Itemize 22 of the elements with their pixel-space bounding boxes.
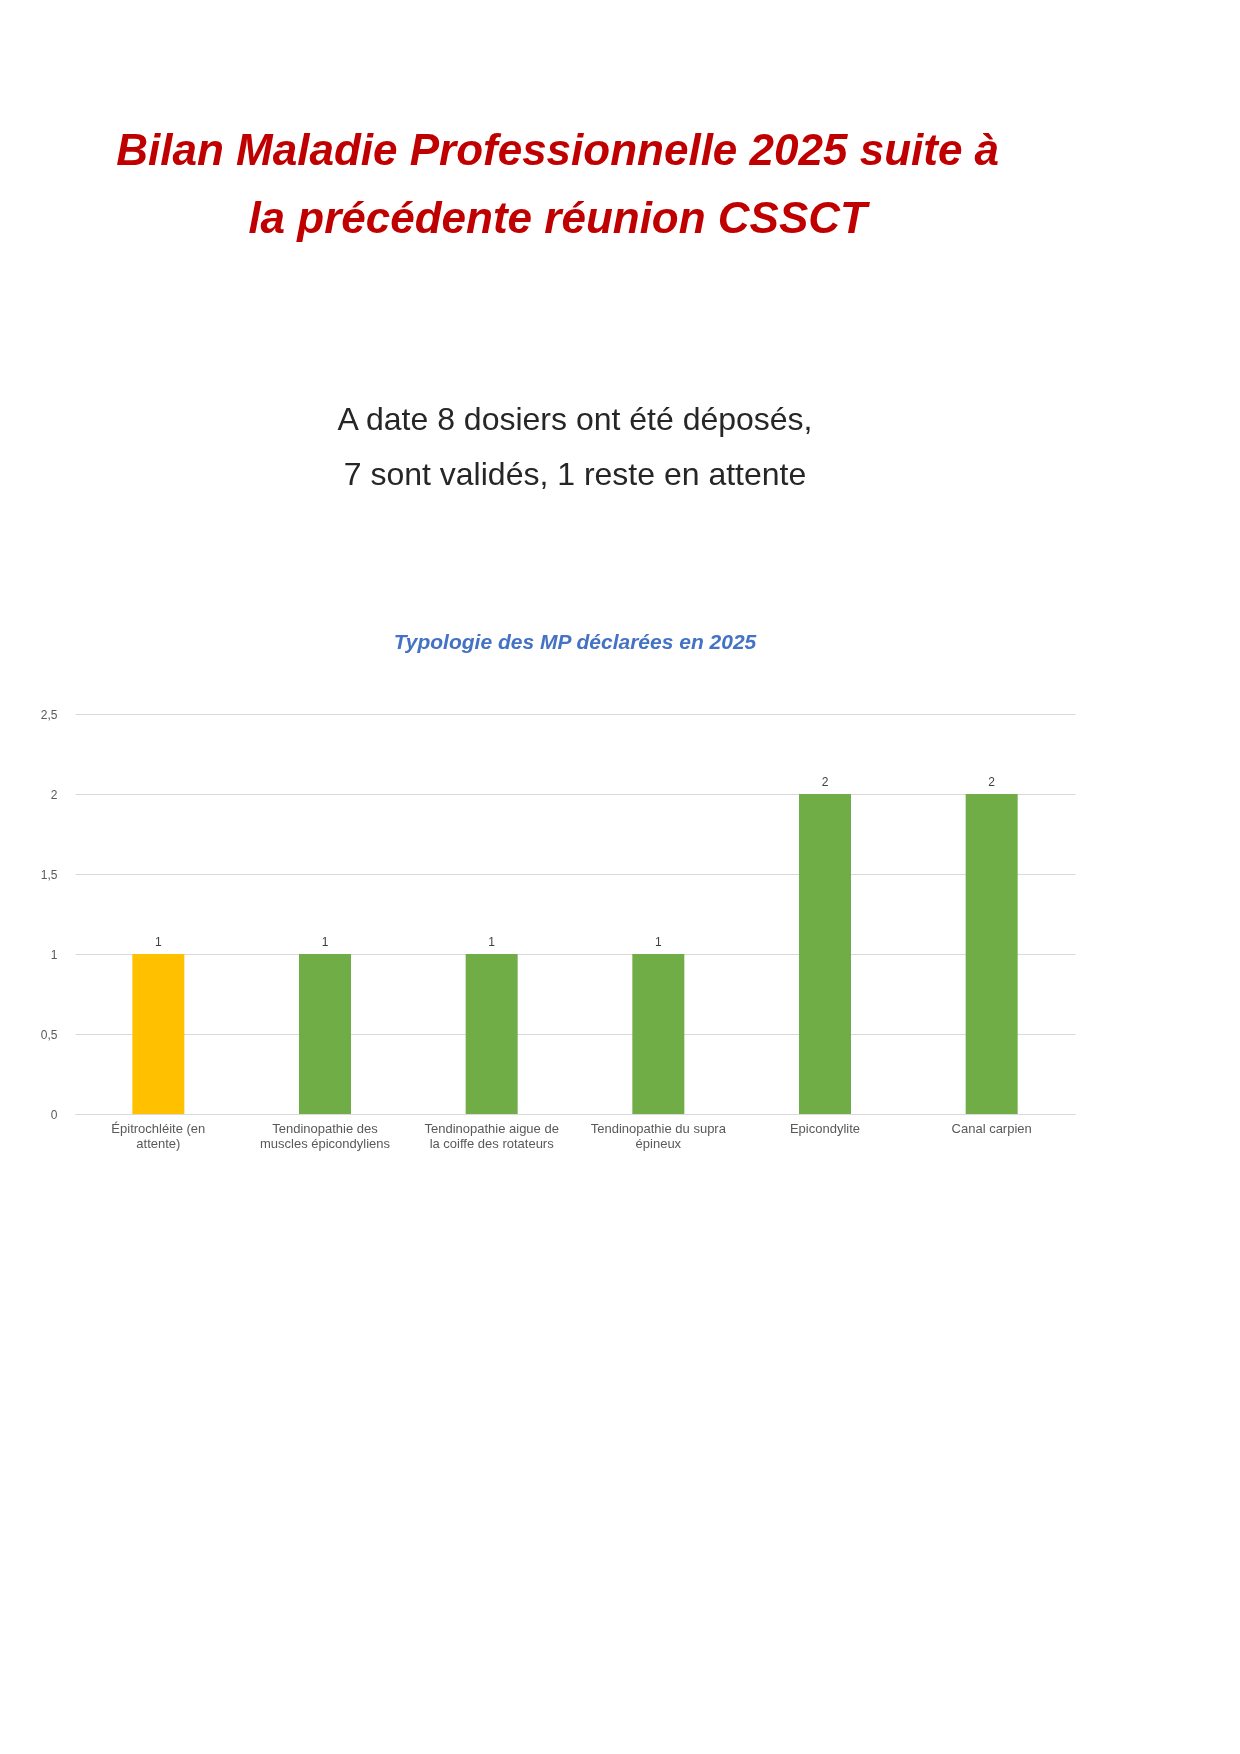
data-label: 1 [654, 935, 662, 949]
y-tick-label: 1,5 [40, 867, 58, 882]
data-label: 1 [154, 935, 162, 949]
y-tick-label: 2,5 [40, 707, 58, 722]
chart-title: Bilan Maladie Professionnelle 2025 suite à la précédente réunion CSSCT [116, 125, 1000, 242]
x-tick-label: Epicondylite [789, 1120, 861, 1136]
y-tick-label: 2 [50, 787, 58, 802]
chart-subtitle: Typologie des MP déclarées en 2025 [393, 630, 757, 653]
data-label: 2 [821, 775, 829, 789]
text: A date 8 dosiers ont été déposés, [337, 400, 813, 437]
x-tick-label: Tendinopathie des muscles épicondyliens [259, 1120, 391, 1151]
data-label: 1 [488, 935, 496, 949]
y-tick-label: 0 [50, 1107, 58, 1122]
y-tick-label: 0,5 [40, 1027, 58, 1042]
y-tick-label: 1 [50, 947, 58, 962]
x-tick-label: Canal carpien [951, 1120, 1032, 1136]
data-label: 1 [321, 935, 329, 949]
x-tick-label: Épitrochléite (en attente) [111, 1120, 206, 1151]
text: 7 sont validés, 1 reste en attente [343, 455, 807, 492]
x-tick-label: Tendinopathie aigue de la coiffe des rotateurs [424, 1120, 559, 1151]
data-label: 2 [988, 775, 996, 789]
x-tick-label: Tendinopathie du supra épineux [590, 1120, 727, 1151]
